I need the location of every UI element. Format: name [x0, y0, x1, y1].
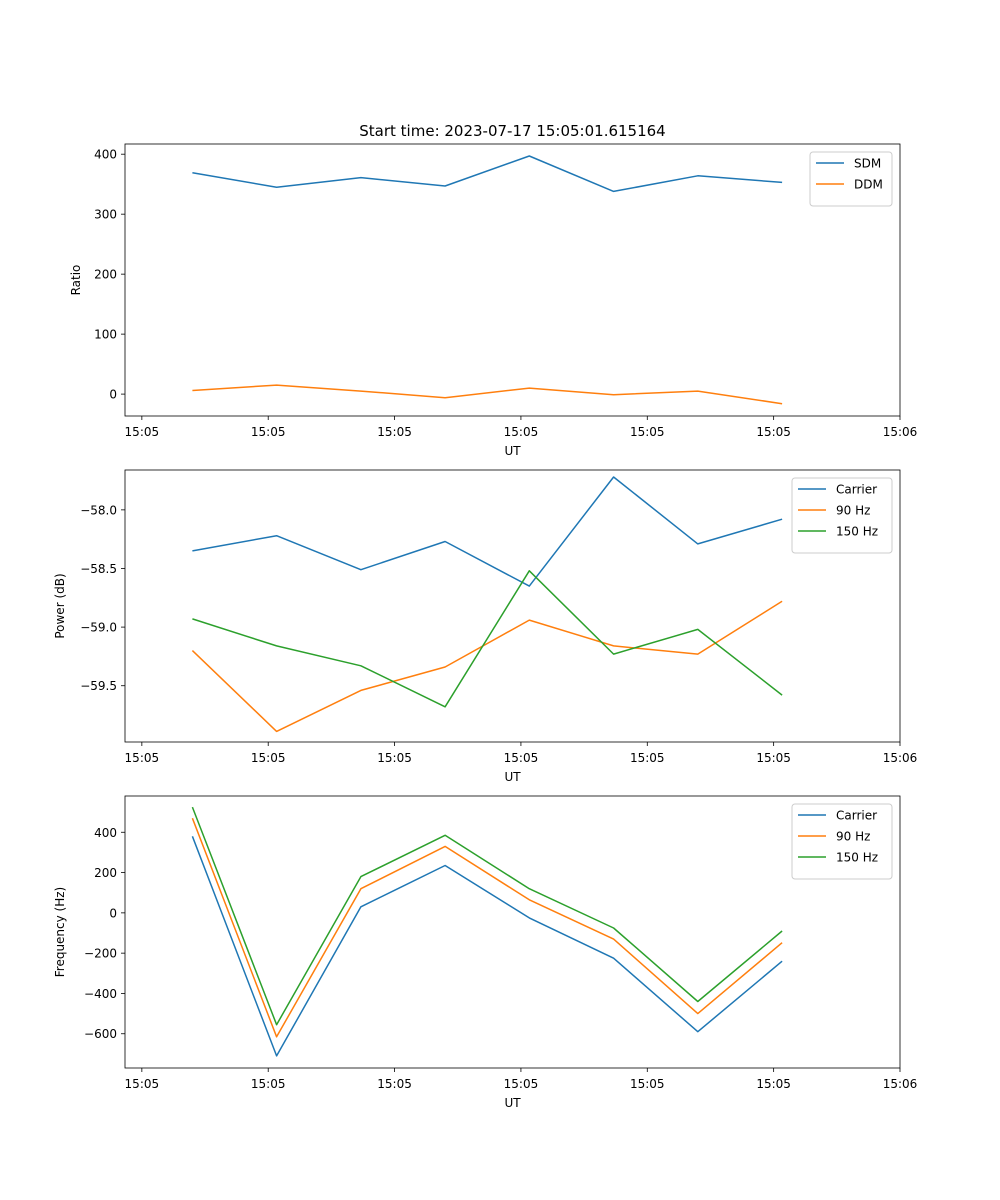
panel3-y-tick-label: −400: [84, 987, 117, 1001]
panel3-legend-label: 150 Hz: [836, 851, 878, 865]
panel2-y-tick-label: −58.5: [80, 562, 117, 576]
panel1-y-tick-label: 200: [94, 268, 117, 282]
panel3-series-150-hz-line: [191, 806, 783, 1026]
panel2-x-tick-label: 15:06: [883, 751, 918, 765]
panel1-series-sdm-line: [192, 155, 783, 193]
panel3-y-tick-label: −200: [84, 947, 117, 961]
panel3-series-90-hz-line: [191, 817, 783, 1038]
panel2-x-tick-label: 15:05: [504, 751, 539, 765]
panel3-y-tick-label: 200: [94, 866, 117, 880]
panel3-y-axis-label: Frequency (Hz): [53, 887, 67, 978]
panel2-x-tick-label: 15:05: [377, 751, 412, 765]
panel1-x-tick-label: 15:05: [251, 425, 286, 439]
panel1-y-axis-label: Ratio: [69, 265, 83, 296]
panel2-series-carrier-line: [192, 476, 783, 587]
panel1-y-tick-label: 300: [94, 208, 117, 222]
panel1-series-ddm-line: [192, 384, 783, 405]
panel1-legend-label: SDM: [854, 157, 881, 171]
panel2-legend-box: [791, 477, 893, 554]
panel3-x-tick-label: 15:05: [630, 1077, 665, 1091]
figure-title: Start time: 2023-07-17 15:05:01.615164: [359, 122, 665, 140]
panel3-series-carrier-line: [191, 836, 783, 1057]
panel1-axes-frame: [124, 143, 901, 417]
panel2-x-tick-label: 15:05: [756, 751, 791, 765]
panel1-x-tick-label: 15:05: [125, 425, 160, 439]
panel1-legend-box: [809, 151, 893, 207]
panel3-y-tick-label: 400: [94, 826, 117, 840]
panel3-x-tick-label: 15:05: [125, 1077, 160, 1091]
panel2-x-tick-label: 15:05: [125, 751, 160, 765]
panel3-x-tick-label: 15:05: [377, 1077, 412, 1091]
panel2-legend-label: Carrier: [836, 483, 877, 497]
panel1-y-tick-label: 0: [109, 388, 117, 402]
panel1-x-tick-label: 15:05: [630, 425, 665, 439]
panel1-x-tick-label: 15:05: [756, 425, 791, 439]
panel1-y-tick-label: 100: [94, 328, 117, 342]
panel3-legend-label: Carrier: [836, 809, 877, 823]
panel2-x-axis-label: UT: [504, 770, 521, 784]
panel2-x-tick-label: 15:05: [251, 751, 286, 765]
panel1-x-axis-label: UT: [504, 444, 521, 458]
panel2-legend-label: 150 Hz: [836, 525, 878, 539]
panel3-x-tick-label: 15:05: [251, 1077, 286, 1091]
panel3-legend-box: [791, 803, 893, 880]
panel2-axes-frame: [124, 469, 901, 743]
panel3-x-tick-label: 15:05: [504, 1077, 539, 1091]
panel1-legend-label: DDM: [854, 178, 883, 192]
panel1-x-tick-label: 15:05: [504, 425, 539, 439]
panel2-y-tick-label: −59.5: [80, 679, 117, 693]
panel3-x-axis-label: UT: [504, 1096, 521, 1110]
panel1-x-tick-label: 15:05: [377, 425, 412, 439]
panel3-legend-label: 90 Hz: [836, 830, 870, 844]
panel3-y-tick-label: −600: [84, 1027, 117, 1041]
panel2-legend-label: 90 Hz: [836, 504, 870, 518]
panel1-x-tick-label: 15:06: [883, 425, 918, 439]
panel2-y-tick-label: −58.0: [80, 503, 117, 517]
panel3-axes-frame: [124, 795, 901, 1069]
panel1-y-tick-label: 400: [94, 148, 117, 162]
panel2-series-90-hz-line: [191, 600, 783, 733]
panel3-y-tick-label: 0: [109, 906, 117, 920]
panel3-x-tick-label: 15:05: [756, 1077, 791, 1091]
panel2-series-150-hz-line: [192, 570, 783, 708]
panel2-y-tick-label: −59.0: [80, 621, 117, 635]
panel2-y-axis-label: Power (dB): [53, 573, 67, 638]
panel3-x-tick-label: 15:06: [883, 1077, 918, 1091]
panel2-x-tick-label: 15:05: [630, 751, 665, 765]
